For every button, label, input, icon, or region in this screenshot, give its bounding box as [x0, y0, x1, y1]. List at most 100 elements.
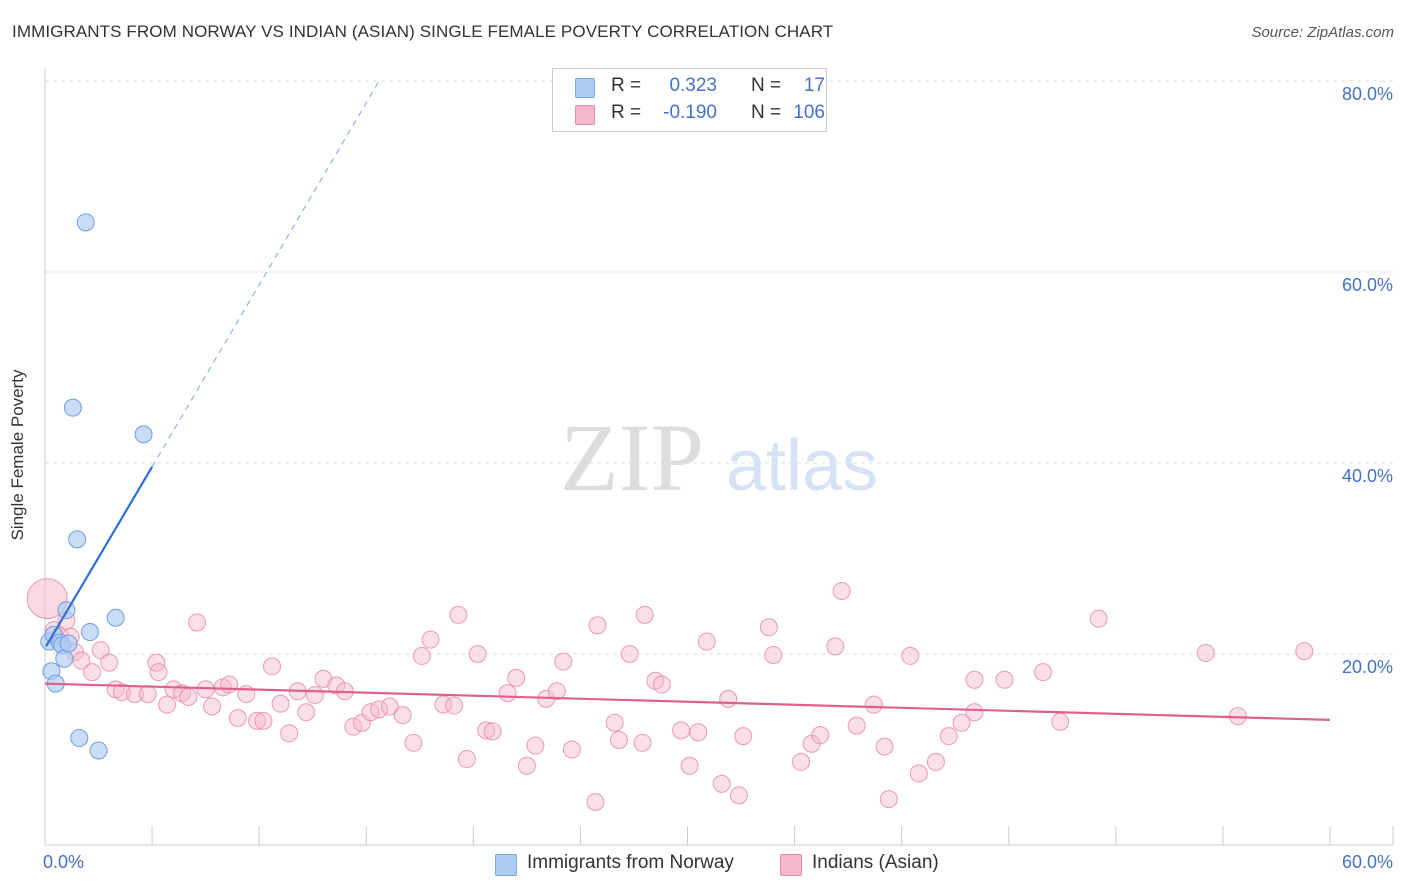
legend-r-label: R =: [611, 102, 642, 123]
data-point-indians-asian: [620, 645, 639, 663]
data-point-indians-asian: [412, 646, 431, 665]
bottom-legend-label-indians: Indians (Asian): [812, 852, 939, 873]
trend-lines: [44, 80, 1331, 721]
data-point-indians-asian: [965, 670, 984, 689]
data-point-indians-asian: [468, 645, 487, 663]
series-indians-asian-points: [26, 578, 1314, 812]
data-point-indians-asian: [562, 740, 581, 759]
data-point-indians-asian: [149, 663, 168, 682]
data-point-norway: [63, 398, 82, 417]
chart-title: IMMIGRANTS FROM NORWAY VS INDIAN (ASIAN)…: [12, 22, 834, 41]
data-point-indians-asian: [847, 716, 866, 735]
trend-line-norway-extension: [151, 80, 380, 468]
data-point-indians-asian: [586, 793, 605, 812]
data-point-indians-asian: [864, 695, 883, 714]
data-point-indians-asian: [719, 689, 738, 708]
data-point-indians-asian: [327, 676, 346, 695]
data-point-indians-asian: [263, 657, 282, 676]
legend-n-value: 17: [803, 75, 825, 96]
source-credit: Source: ZipAtlas.com: [1251, 24, 1394, 41]
data-point-indians-asian: [100, 653, 119, 672]
data-point-norway: [134, 425, 153, 444]
legend-n-label: N =: [751, 102, 782, 123]
x-tick-label: 0.0%: [43, 852, 85, 872]
data-point-indians-asian: [680, 756, 699, 775]
legend-r-label: R =: [611, 75, 642, 96]
data-point-indians-asian: [635, 605, 654, 624]
data-point-indians-asian: [280, 724, 299, 743]
data-point-indians-asian: [689, 723, 708, 742]
data-point-norway: [80, 623, 99, 642]
data-point-indians-asian: [380, 697, 399, 716]
data-point-indians-asian: [91, 641, 110, 660]
data-point-indians-asian: [926, 752, 945, 771]
data-point-norway: [76, 213, 95, 232]
legend-n-value: 106: [793, 102, 825, 123]
data-point-indians-asian: [712, 774, 731, 793]
data-point-norway: [106, 608, 125, 627]
data-point-indians-asian: [83, 663, 102, 682]
data-point-indians-asian: [995, 670, 1014, 689]
data-point-indians-asian: [271, 694, 290, 713]
data-point-indians-asian: [1196, 644, 1215, 663]
y-tick-label: 20.0%: [1341, 657, 1393, 677]
data-point-indians-asian: [457, 750, 476, 769]
data-point-indians-asian: [652, 675, 671, 694]
data-point-norway: [89, 741, 108, 760]
data-point-indians-asian: [672, 721, 691, 740]
bottom-legend-label-norway: Immigrants from Norway: [527, 852, 734, 873]
data-point-indians-asian: [164, 680, 183, 699]
data-point-indians-asian: [421, 630, 440, 649]
x-tick-label: 60.0%: [1341, 852, 1393, 872]
data-point-indians-asian: [609, 730, 628, 749]
data-point-indians-asian: [764, 645, 783, 664]
data-point-indians-asian: [188, 613, 207, 632]
data-point-norway: [55, 649, 74, 668]
data-point-indians-asian: [445, 696, 464, 715]
data-point-norway: [70, 729, 89, 748]
data-point-indians-asian: [1051, 712, 1070, 731]
data-point-indians-asian: [547, 682, 566, 701]
bottom-legend-swatch-indians: [780, 854, 802, 876]
data-point-norway: [59, 634, 78, 653]
trend-line-indians-asian: [44, 682, 1331, 721]
legend-swatch-indians: [575, 105, 595, 125]
data-point-indians-asian: [901, 646, 920, 665]
data-point-indians-asian: [203, 697, 222, 716]
trend-line-norway: [45, 466, 154, 647]
data-point-indians-asian: [633, 733, 652, 752]
data-point-indians-asian: [449, 605, 468, 624]
data-point-indians-asian: [526, 736, 545, 755]
axes: [44, 68, 1394, 846]
watermark: ZIP atlas: [560, 404, 878, 511]
legend-r-value: 0.323: [669, 75, 717, 96]
data-point-indians-asian: [879, 790, 898, 809]
data-point-indians-asian: [179, 687, 198, 706]
data-point-indians-asian: [344, 717, 363, 736]
data-point-indians-asian: [248, 711, 267, 730]
data-point-indians-asian: [158, 695, 177, 714]
legend-swatch-norway: [575, 78, 595, 98]
data-point-indians-asian: [792, 752, 811, 771]
data-point-indians-asian: [554, 652, 573, 671]
data-point-indians-asian: [517, 756, 536, 775]
data-point-indians-asian: [370, 700, 389, 719]
grid-lines: [45, 80, 1393, 655]
data-point-indians-asian: [965, 703, 984, 722]
data-point-indians-asian: [498, 684, 517, 703]
data-point-indians-asian: [588, 616, 607, 635]
data-point-indians-asian: [759, 618, 778, 637]
data-point-norway: [68, 530, 87, 549]
data-point-indians-asian: [729, 786, 748, 805]
legend: R = 0.323 N = 17 R = -0.190 N = 106: [552, 68, 827, 132]
watermark-atlas: atlas: [726, 426, 878, 506]
legend-n-label: N =: [751, 75, 782, 96]
data-point-indians-asian: [393, 706, 412, 725]
y-tick-label: 80.0%: [1341, 84, 1393, 104]
data-point-indians-asian: [297, 703, 316, 722]
watermark-zip: ZIP: [560, 404, 704, 511]
data-point-indians-asian: [477, 721, 496, 740]
data-point-indians-asian: [952, 713, 971, 732]
data-point-indians-asian: [826, 637, 845, 656]
data-point-indians-asian: [734, 727, 753, 746]
